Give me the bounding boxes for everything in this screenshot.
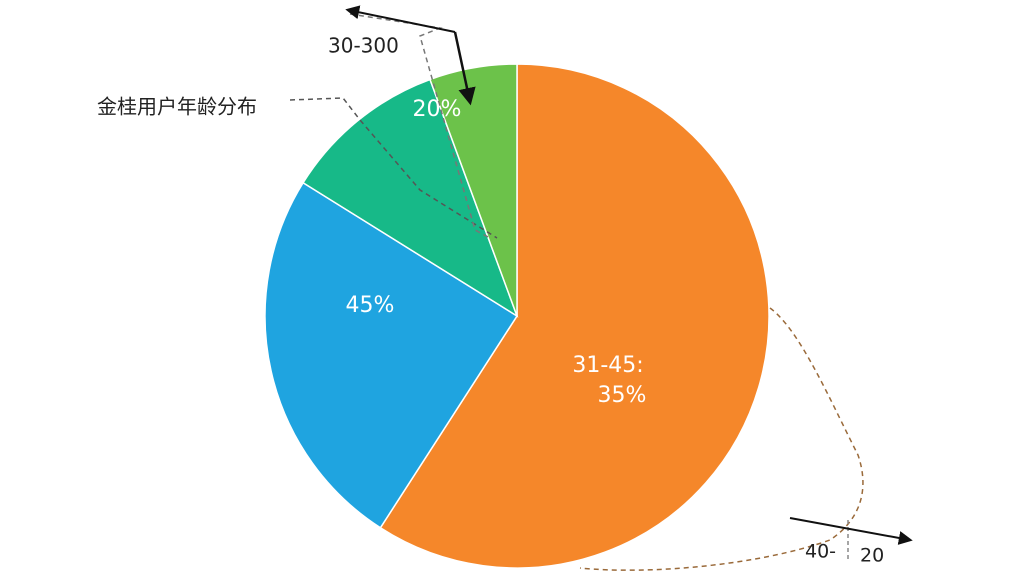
pie-slice [264,181,519,529]
pie-slice [379,63,770,569]
leader-lines [289,5,913,571]
annotation: 35% [598,383,647,408]
pie-slice [302,78,519,318]
leader-line [349,13,491,239]
annotation: 20% [413,97,462,122]
annotation: 20 [860,545,884,567]
leader-line [579,307,864,571]
annotations: 金桂用户年龄分布 30-300 20% 45% 31-45: 35% 40- 20 [97,34,884,567]
annotation: 40- [805,541,836,563]
annotation: 30-300 [328,34,399,58]
arrow [345,5,456,33]
annotation: 金桂用户年龄分布 [97,95,257,119]
pie-slice [429,63,518,317]
arrow [789,517,913,545]
pie [264,63,770,569]
annotation: 45% [346,293,395,318]
annotation: 31-45: [572,353,643,378]
arrow [453,31,476,106]
